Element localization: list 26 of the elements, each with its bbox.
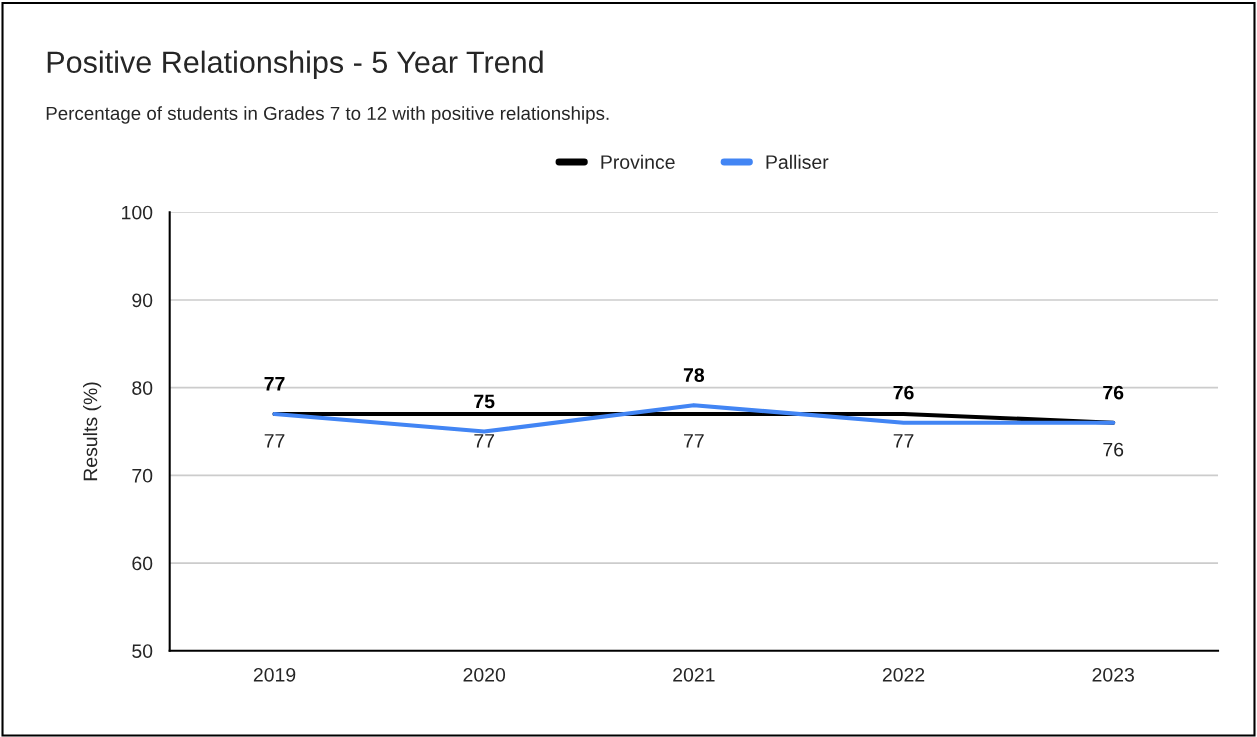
y-tick-label: 90 — [132, 293, 153, 308]
x-tick-label: 2022 — [882, 667, 925, 682]
y-tick-label: 80 — [132, 381, 153, 395]
legend-label: Palliser — [766, 154, 829, 169]
data-label: 75 — [474, 394, 495, 409]
x-tick-label: 2023 — [1092, 667, 1134, 682]
data-label: 76 — [1103, 385, 1124, 400]
data-label: 76 — [893, 385, 914, 400]
y-tick-label: 60 — [132, 556, 153, 571]
data-label: 77 — [893, 434, 914, 448]
y-tick-label: 70 — [132, 468, 153, 483]
chart-title: Positive Relationships - 5 Year Trend — [47, 50, 543, 80]
data-label: 78 — [683, 368, 705, 382]
x-tick-label: 2020 — [463, 667, 506, 682]
data-label: 77 — [474, 434, 495, 448]
legend-label: Province — [601, 154, 675, 169]
data-label: 77 — [684, 434, 704, 448]
data-label: 76 — [1103, 442, 1124, 457]
y-tick-label: 100 — [122, 205, 153, 220]
data-label: 77 — [264, 377, 285, 391]
y-axis-title: Results (%) — [83, 382, 102, 481]
data-label: 77 — [264, 434, 285, 448]
chart-subtitle: Percentage of students in Grades 7 to 12 with positive relationships. — [46, 106, 609, 124]
x-tick-label: 2021 — [673, 667, 715, 682]
y-tick-label: 50 — [132, 644, 153, 659]
x-tick-label: 2019 — [253, 667, 296, 682]
